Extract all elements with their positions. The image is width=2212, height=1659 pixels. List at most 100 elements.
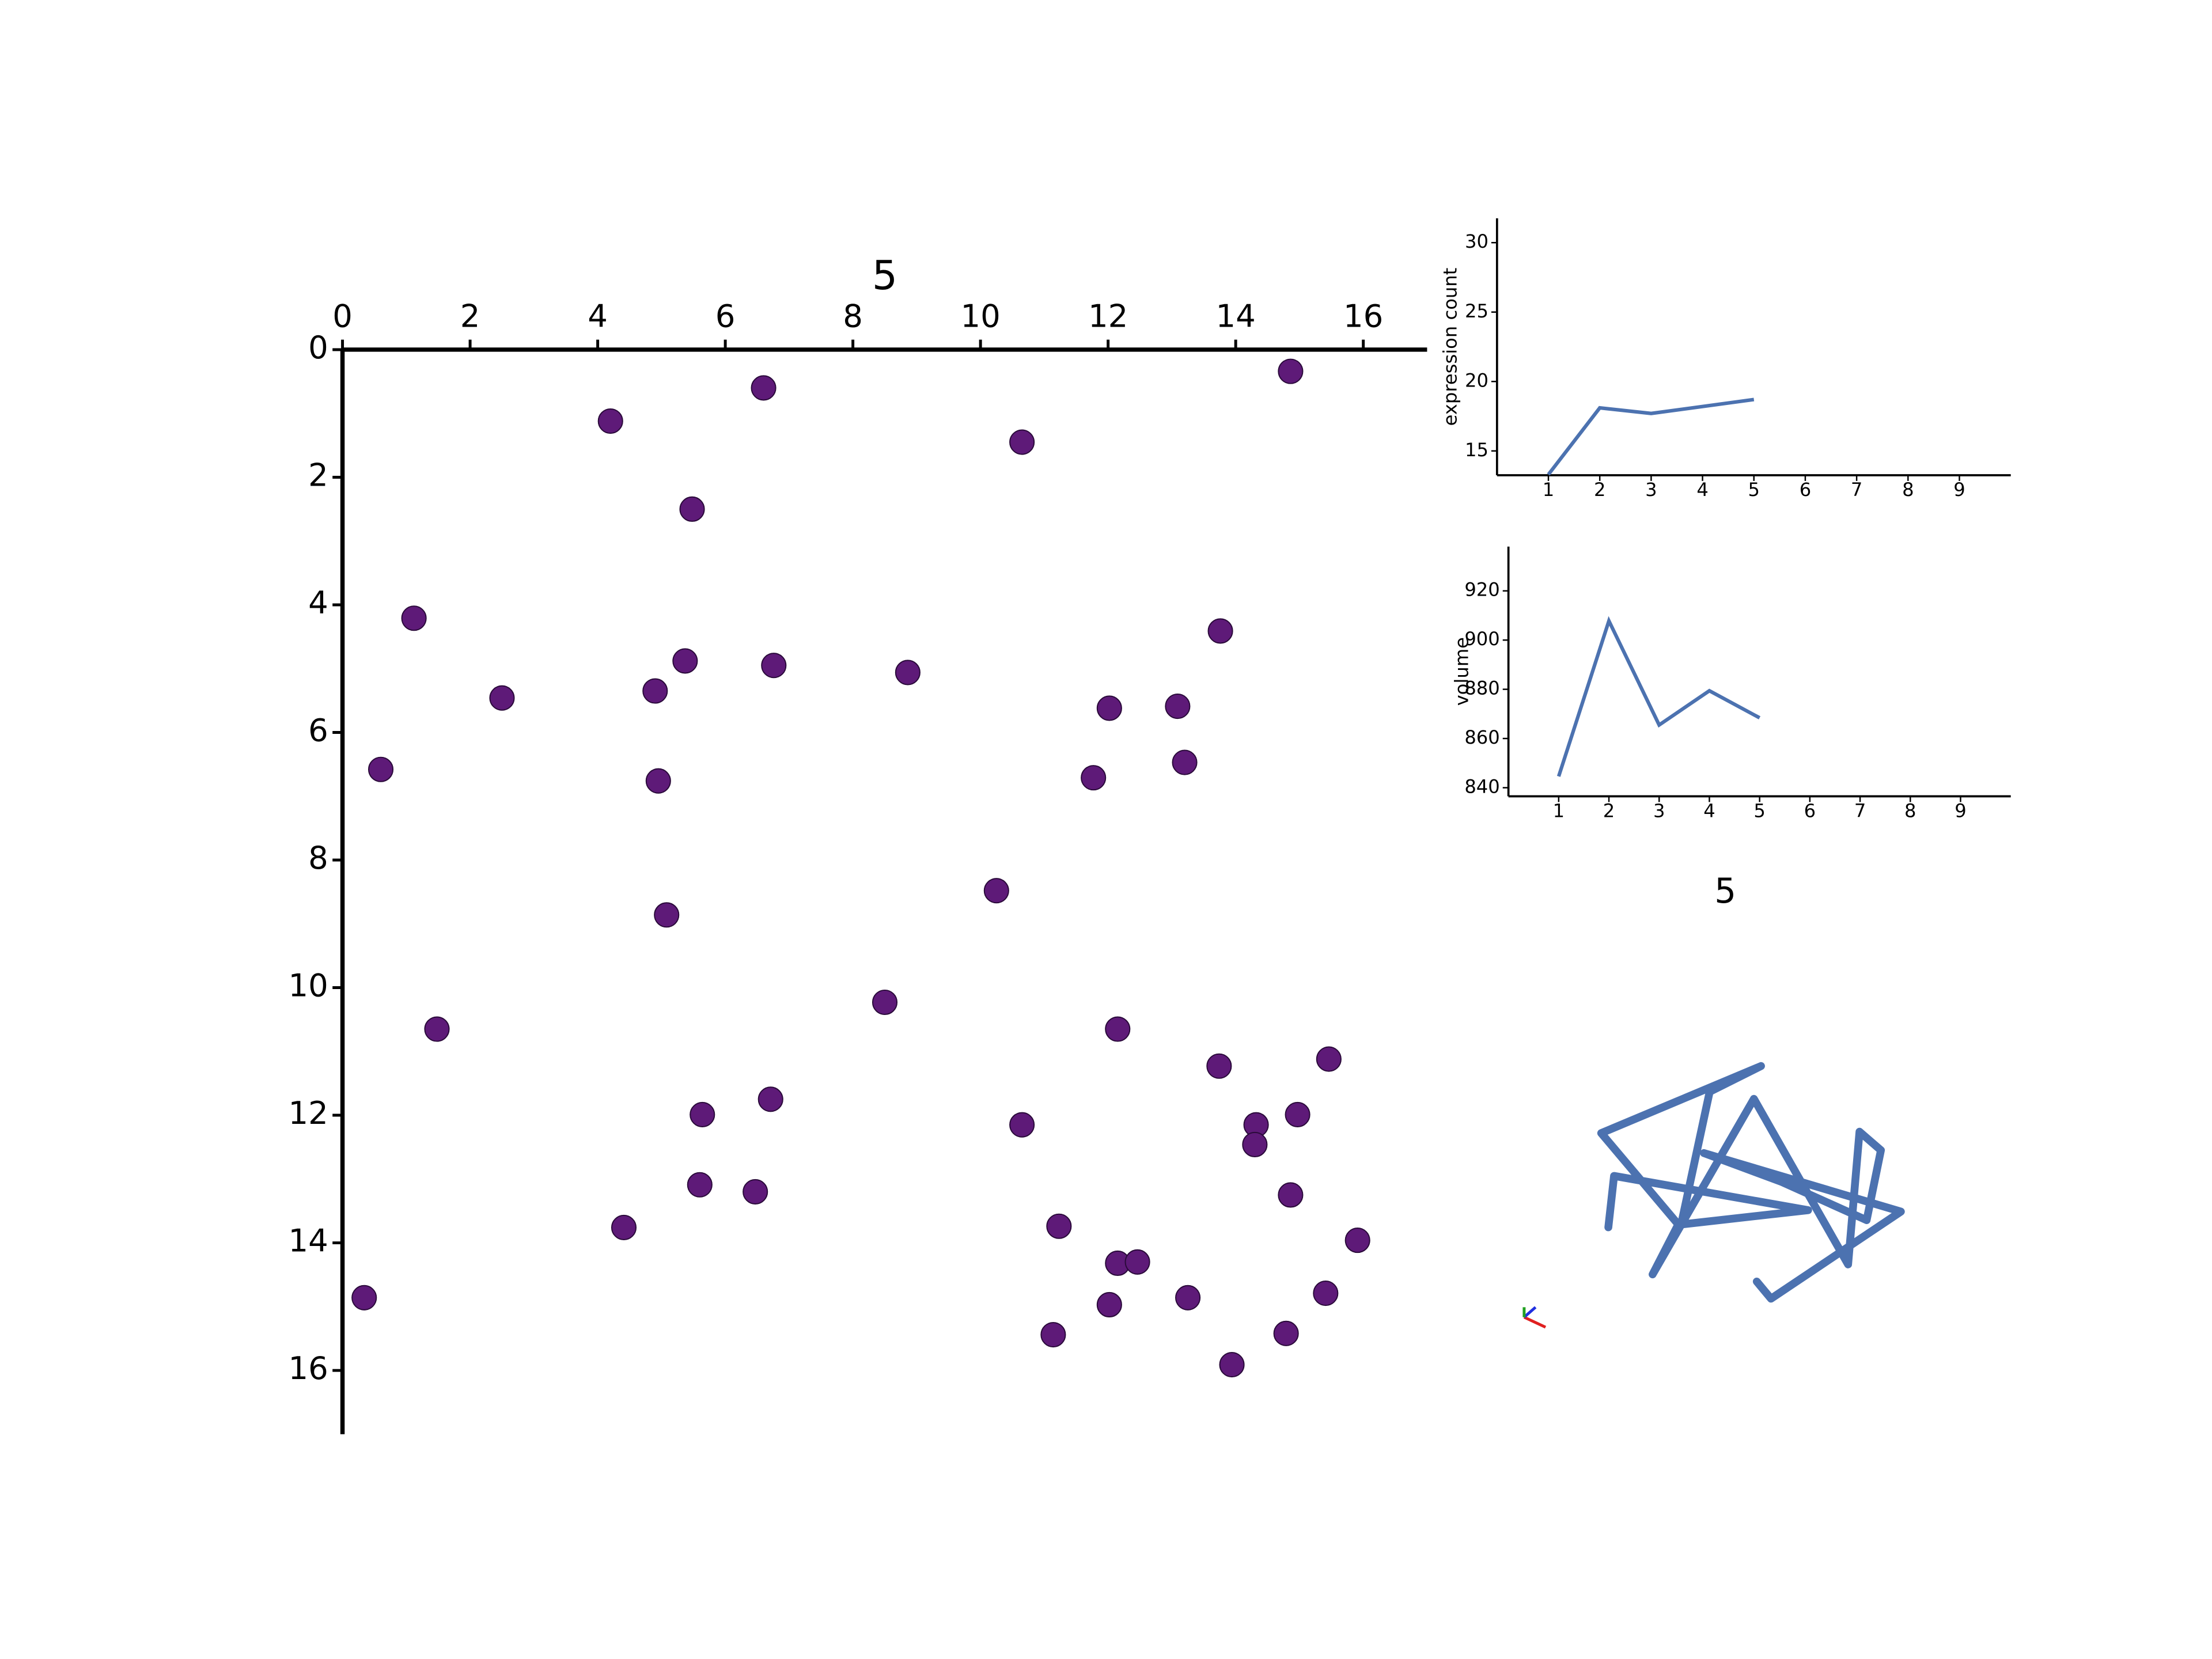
y-tick-label: 14 bbox=[288, 1222, 328, 1259]
y-tick-label: 16 bbox=[288, 1350, 328, 1387]
scatter-point bbox=[757, 1086, 783, 1112]
scatter-point bbox=[1172, 749, 1198, 775]
x-tick-label: 6 bbox=[1800, 479, 1811, 501]
x-tick-label: 4 bbox=[1696, 479, 1708, 501]
scatter-point bbox=[679, 496, 705, 522]
y-axis-label: volume bbox=[1450, 637, 1472, 706]
x-tick-label: 6 bbox=[1804, 800, 1816, 822]
scatter-point bbox=[1040, 1321, 1066, 1348]
scatter-point bbox=[1046, 1213, 1072, 1239]
y-tick-label: 840 bbox=[1464, 775, 1499, 797]
scatter-point bbox=[1096, 1291, 1122, 1318]
scatter-point bbox=[690, 1101, 715, 1127]
x-tick-label: 8 bbox=[1904, 800, 1916, 822]
y-tick-label: 12 bbox=[288, 1094, 328, 1131]
scatter-point bbox=[751, 375, 777, 401]
scatter-point bbox=[1273, 1320, 1299, 1346]
scatter-point bbox=[1313, 1280, 1339, 1306]
axis-indicator bbox=[1523, 1316, 1547, 1329]
scatter-point bbox=[761, 653, 787, 679]
scatter-point bbox=[654, 902, 680, 928]
x-tick-label: 2 bbox=[1594, 479, 1605, 501]
scatter-point bbox=[1219, 1352, 1245, 1378]
y-tick-label: 8 bbox=[308, 839, 328, 876]
scatter-point bbox=[642, 678, 668, 704]
scatter-point bbox=[1009, 1112, 1035, 1138]
scatter-point bbox=[1278, 358, 1304, 384]
scatter-point bbox=[489, 685, 515, 711]
y-tick-label: 25 bbox=[1465, 300, 1488, 322]
scatter-point bbox=[1242, 1131, 1268, 1158]
scatter-point bbox=[1278, 1182, 1304, 1208]
scatter-point bbox=[743, 1179, 768, 1205]
x-tick-label: 9 bbox=[1955, 800, 1966, 822]
x-tick-label: 6 bbox=[715, 298, 736, 335]
x-tick-label: 8 bbox=[1902, 479, 1914, 501]
x-tick-label: 8 bbox=[843, 298, 863, 335]
x-tick-label: 10 bbox=[960, 298, 1000, 335]
y-tick-label: 2 bbox=[308, 457, 328, 494]
scatter-point bbox=[645, 768, 671, 794]
scatter-point bbox=[1175, 1285, 1201, 1310]
x-tick-label: 5 bbox=[1753, 800, 1765, 822]
x-tick-label: 1 bbox=[1543, 479, 1554, 501]
scatter-point bbox=[351, 1285, 377, 1310]
scatter-point bbox=[1009, 429, 1035, 455]
y-tick-label: 30 bbox=[1465, 230, 1488, 252]
scatter-point bbox=[1207, 618, 1233, 644]
scatter-point bbox=[1096, 695, 1122, 721]
x-tick-label: 2 bbox=[460, 298, 480, 335]
x-tick-label: 4 bbox=[588, 298, 608, 335]
scatter-point bbox=[672, 648, 698, 674]
x-tick-label: 9 bbox=[1953, 479, 1965, 501]
scatter-point bbox=[424, 1016, 450, 1042]
y-tick-label: 880 bbox=[1464, 677, 1499, 699]
orientation-triad bbox=[1522, 1306, 1547, 1329]
scatter-point bbox=[1285, 1101, 1310, 1127]
y-tick-label: 6 bbox=[308, 712, 328, 749]
axis-indicator bbox=[1523, 1306, 1537, 1319]
data-line bbox=[1556, 616, 1761, 777]
scatter-point bbox=[1316, 1046, 1342, 1072]
data-line bbox=[1597, 1062, 1905, 1303]
y-tick-label: 15 bbox=[1465, 439, 1488, 461]
y-axis-label: expression count bbox=[1440, 268, 1461, 426]
x-tick-label: 3 bbox=[1645, 479, 1657, 501]
y-tick-label: 860 bbox=[1464, 726, 1499, 748]
scatter-point bbox=[872, 989, 898, 1016]
y-tick-label: 900 bbox=[1464, 628, 1499, 650]
x-tick-label: 14 bbox=[1215, 298, 1255, 335]
scatter-point bbox=[1206, 1053, 1232, 1079]
data-line bbox=[1547, 397, 1755, 476]
scatter-point bbox=[611, 1214, 637, 1241]
y-tick-label: 0 bbox=[308, 329, 328, 366]
scatter-point bbox=[401, 605, 427, 631]
scatter-point bbox=[1165, 694, 1191, 719]
x-tick-label: 1 bbox=[1553, 800, 1565, 822]
x-tick-label: 2 bbox=[1603, 800, 1615, 822]
scatter-point bbox=[368, 756, 394, 782]
x-tick-label: 7 bbox=[1851, 479, 1862, 501]
x-tick-label: 3 bbox=[1653, 800, 1665, 822]
scatter-point bbox=[1081, 765, 1107, 791]
y-tick-label: 10 bbox=[288, 967, 328, 1004]
scatter-point bbox=[983, 878, 1009, 904]
y-tick-label: 920 bbox=[1464, 579, 1499, 601]
x-tick-label: 4 bbox=[1703, 800, 1715, 822]
x-tick-label: 16 bbox=[1343, 298, 1383, 335]
scatter-point bbox=[1105, 1016, 1131, 1042]
y-tick-label: 4 bbox=[308, 584, 328, 621]
x-tick-label: 12 bbox=[1088, 298, 1128, 335]
scatter-point bbox=[895, 660, 921, 685]
scatter-point bbox=[1124, 1249, 1150, 1275]
x-tick-label: 7 bbox=[1854, 800, 1866, 822]
chart-title: 5 bbox=[1714, 872, 1736, 911]
chart-title: 5 bbox=[872, 253, 897, 299]
x-tick-label: 5 bbox=[1748, 479, 1760, 501]
scatter-point bbox=[597, 408, 623, 434]
scatter-point bbox=[1344, 1228, 1370, 1253]
y-tick-label: 20 bbox=[1465, 369, 1488, 391]
scatter-point bbox=[687, 1172, 713, 1198]
